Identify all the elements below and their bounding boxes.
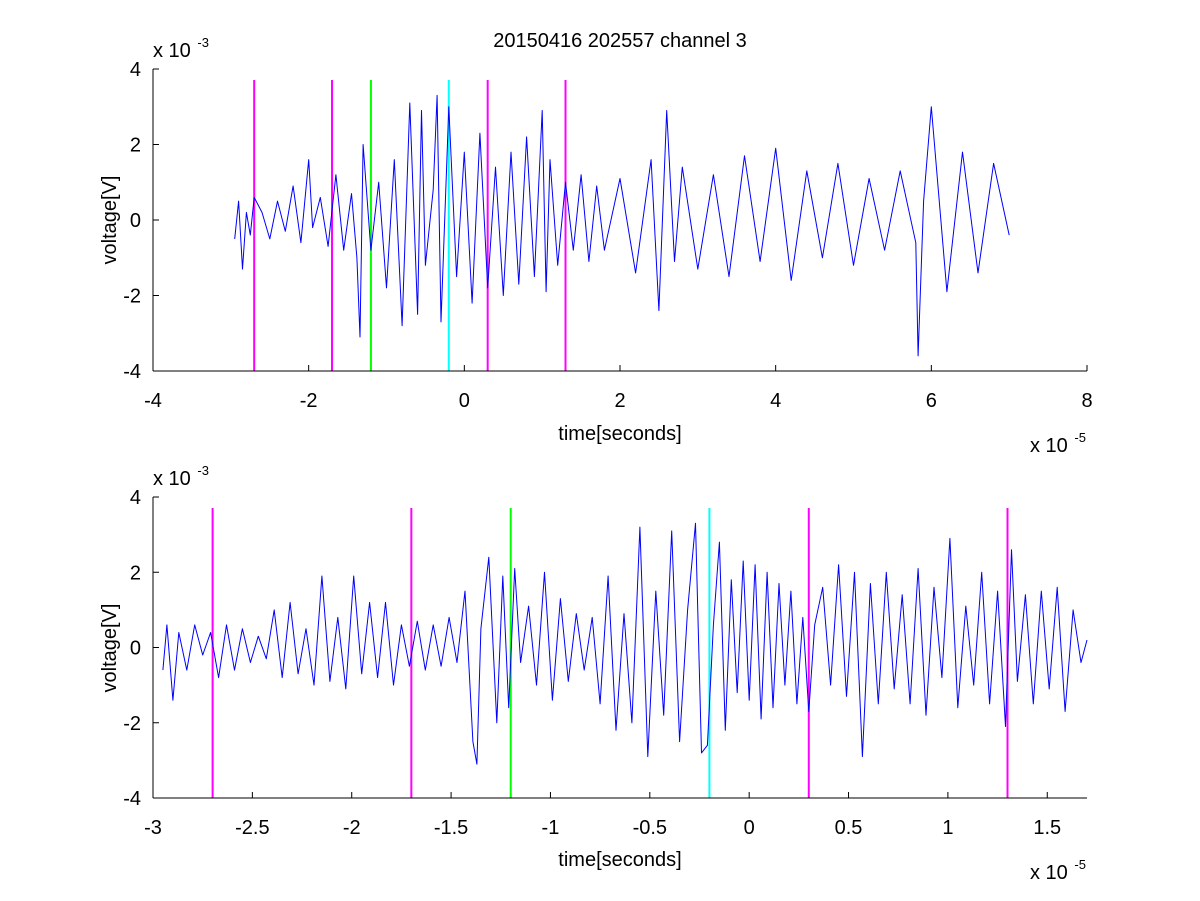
top-marker-layer bbox=[253, 80, 567, 371]
bottom-x-multiplier-exp: -5 bbox=[1074, 857, 1086, 872]
top-x-tick-label: 0 bbox=[459, 390, 470, 412]
top-x-tick-label: -4 bbox=[144, 390, 162, 412]
bottom-subplot: -3 -2.5 -2 -1.5 -1 -0.5 0 0.5 1 1.5 -4 -2 0 2 4 x 10 … bbox=[99, 463, 1088, 884]
bottom-x-multiplier: x 10 -5 bbox=[1030, 857, 1086, 884]
bottom-x-tick-label: 1.5 bbox=[1033, 817, 1061, 839]
bottom-x-multiplier-base: x 10 bbox=[1030, 862, 1068, 884]
bottom-signal-line bbox=[162, 522, 1088, 765]
bottom-y-tick-label: -2 bbox=[123, 713, 141, 735]
top-y-tick-label: 0 bbox=[130, 210, 141, 232]
top-y-tick-label: -4 bbox=[123, 361, 141, 383]
top-x-ticks: -4 -2 0 2 4 6 8 bbox=[144, 365, 1093, 412]
figure-title: 20150416 202557 channel 3 bbox=[493, 30, 747, 52]
top-x-axis-label: time[seconds] bbox=[558, 423, 681, 445]
top-y-multiplier: x 10 -3 bbox=[153, 35, 209, 62]
top-x-multiplier: x 10 -5 bbox=[1030, 430, 1086, 457]
bottom-x-tick-label: -0.5 bbox=[633, 817, 667, 839]
top-x-tick-label: 8 bbox=[1081, 390, 1092, 412]
top-x-multiplier-base: x 10 bbox=[1030, 435, 1068, 457]
top-y-multiplier-exp: -3 bbox=[197, 35, 209, 50]
top-y-tick-label: 2 bbox=[130, 135, 141, 157]
bottom-y-multiplier-exp: -3 bbox=[197, 463, 209, 478]
top-signal-layer bbox=[234, 94, 1010, 357]
bottom-x-tick-label: -2.5 bbox=[235, 817, 269, 839]
bottom-x-tick-label: -1 bbox=[542, 817, 560, 839]
bottom-y-ticks: -4 -2 0 2 4 bbox=[123, 487, 159, 810]
top-y-multiplier-base: x 10 bbox=[153, 40, 191, 62]
bottom-y-tick-label: 4 bbox=[130, 487, 141, 509]
bottom-x-tick-label: 0 bbox=[744, 817, 755, 839]
bottom-x-tick-label: -2 bbox=[343, 817, 361, 839]
bottom-y-multiplier-base: x 10 bbox=[153, 468, 191, 490]
bottom-x-tick-label: -1.5 bbox=[434, 817, 468, 839]
top-x-tick-label: 2 bbox=[614, 390, 625, 412]
bottom-y-multiplier: x 10 -3 bbox=[153, 463, 209, 490]
top-y-axis-label: voltage[V] bbox=[99, 176, 121, 265]
bottom-y-tick-label: -4 bbox=[123, 788, 141, 810]
bottom-x-tick-label: -3 bbox=[144, 817, 162, 839]
bottom-x-tick-label: 1 bbox=[942, 817, 953, 839]
top-x-tick-label: -2 bbox=[300, 390, 318, 412]
top-x-multiplier-exp: -5 bbox=[1074, 430, 1086, 445]
bottom-y-tick-label: 0 bbox=[130, 638, 141, 660]
bottom-plot-area bbox=[153, 497, 1087, 798]
top-plot-area bbox=[153, 69, 1087, 371]
top-signal-line bbox=[234, 94, 1010, 357]
bottom-y-tick-label: 2 bbox=[130, 562, 141, 584]
bottom-y-axis-label: voltage[V] bbox=[99, 604, 121, 693]
top-y-tick-label: 4 bbox=[130, 59, 141, 81]
top-subplot: -4 -2 0 2 4 6 8 -4 -2 0 2 4 x 10 -3 x 10 -5 time[s… bbox=[99, 35, 1093, 457]
top-x-tick-label: 4 bbox=[770, 390, 781, 412]
top-x-tick-label: 6 bbox=[926, 390, 937, 412]
bottom-signal-layer bbox=[162, 522, 1088, 765]
top-y-tick-label: -2 bbox=[123, 286, 141, 308]
bottom-x-axis-label: time[seconds] bbox=[558, 849, 681, 871]
bottom-x-ticks: -3 -2.5 -2 -1.5 -1 -0.5 0 0.5 1 1.5 bbox=[144, 792, 1061, 839]
top-y-ticks: -4 -2 0 2 4 bbox=[123, 59, 159, 383]
bottom-x-tick-label: 0.5 bbox=[835, 817, 863, 839]
